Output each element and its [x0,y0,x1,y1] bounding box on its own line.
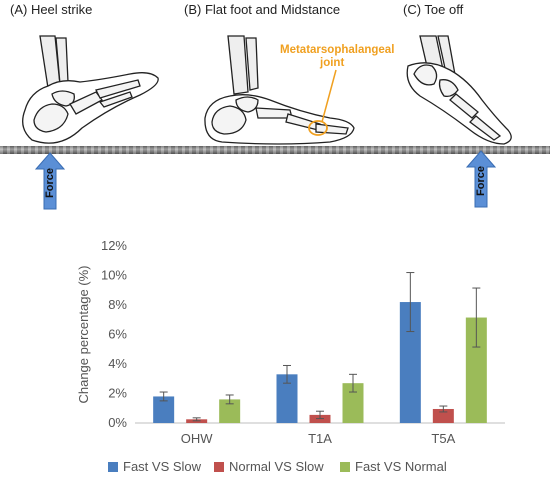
legend-label: Normal VS Slow [229,459,324,474]
foot-toe-off-illustration [406,35,512,145]
legend-item-fast-vs-slow: Fast VS Slow [108,459,201,474]
chart-legend: Fast VS Slow Normal VS Slow Fast VS Norm… [0,459,550,477]
y-tick-label: 0% [108,415,127,430]
x-category-label: T5A [431,431,455,446]
y-tick-label: 2% [108,386,127,401]
legend-swatch [108,461,118,472]
y-tick-label: 8% [108,297,127,312]
bar [219,399,241,423]
y-tick-label: 10% [101,268,127,283]
bar [276,374,298,423]
legend-swatch [340,461,350,472]
panel-label-heel-strike: (A) Heel strike [10,2,93,17]
bar [399,302,421,423]
bar [342,383,364,423]
mtp-joint-annotation-line1: Metatarsophalangeal [280,44,395,56]
force-label-toe: Force [475,166,487,196]
panel-label-flat-foot: (B) Flat foot and Midstance [184,2,341,17]
y-axis-ticks: 0% 2% 4% 6% 8% 10% 12% [101,238,127,430]
legend-swatch [214,461,224,472]
x-category-label: OHW [181,431,214,446]
x-axis-categories: OHW T1A T5A [181,431,456,446]
gait-illustration [22,35,512,145]
ground-surface [0,146,550,154]
y-tick-label: 4% [108,356,127,371]
bar-chart: 0% 2% 4% 6% 8% 10% 12% OHW T1A T5A Change percen… [76,238,505,446]
foot-heel-strike-illustration [22,35,159,144]
bar [153,396,175,423]
legend-item-normal-vs-slow: Normal VS Slow [214,459,324,474]
x-category-label: T1A [308,431,332,446]
legend-label: Fast VS Slow [123,459,202,474]
foot-midstance-illustration [204,35,355,145]
legend-label: Fast VS Normal [355,459,447,474]
bar [465,317,487,423]
force-label-heel: Force [44,168,56,198]
panel-label-toe-off: (C) Toe off [403,2,464,17]
mtp-joint-annotation: Metatarsophalangeal joint [280,44,394,70]
y-tick-label: 12% [101,238,127,253]
force-arrow-heel [35,152,65,210]
mtp-joint-annotation-line2: joint [320,57,345,69]
bar-series [153,272,487,423]
force-arrow-toe [466,150,496,208]
y-axis-title: Change percentage (%) [76,265,91,403]
bar [432,408,454,423]
y-tick-label: 6% [108,327,127,342]
legend-item-fast-vs-normal: Fast VS Normal [340,459,447,474]
